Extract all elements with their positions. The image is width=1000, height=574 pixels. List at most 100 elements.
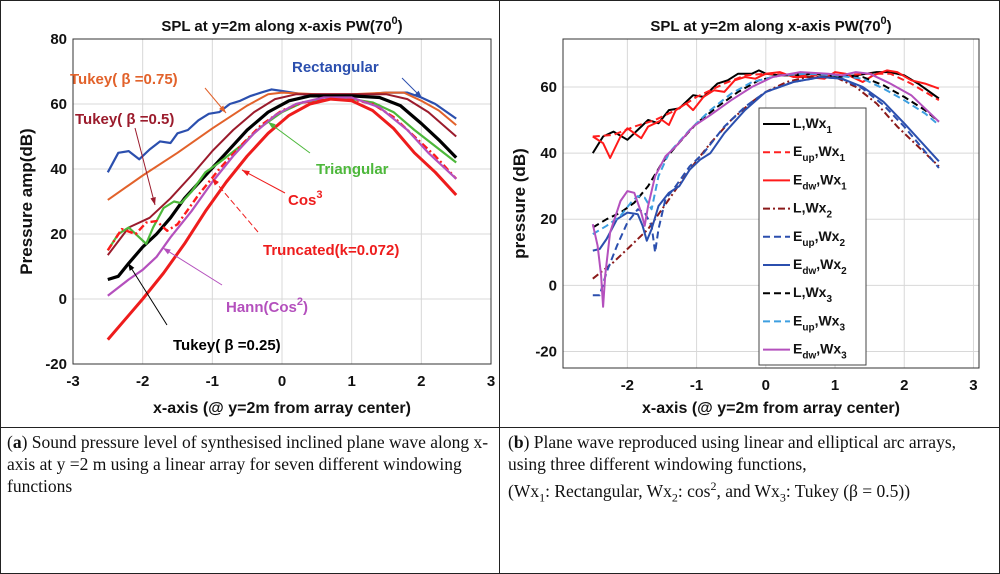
legend-index: 3 (839, 322, 845, 333)
legend-base: E (793, 256, 802, 272)
annotation-arrow-line (267, 121, 311, 154)
annotation-arrow-line (134, 127, 156, 206)
caption-a-text: Sound pressure level of synthesised incl… (7, 432, 489, 496)
arrowhead-icon (219, 105, 226, 113)
arrowhead-icon (268, 122, 276, 129)
series-line-1 (592, 72, 940, 138)
annotation-sup: 3 (316, 189, 322, 201)
x-tick-label: -1 (690, 377, 703, 394)
legend-entry: Eup,Wx3 (793, 312, 845, 333)
annotation-arrow-line (162, 247, 223, 286)
legend-base: E (793, 171, 802, 187)
legend-entry: Eup,Wx1 (793, 143, 845, 164)
annotation-sup: 2 (297, 296, 303, 308)
arrowhead-icon (212, 178, 219, 186)
legend-tail: ,Wx (802, 284, 827, 300)
series-line-6 (592, 72, 940, 229)
series-line-3 (107, 94, 458, 282)
series-line-2 (107, 93, 457, 256)
caption-b-part: , and Wx (716, 480, 780, 501)
y-tick-label: 0 (549, 277, 557, 294)
annotation-text: Hann(Cos (226, 299, 297, 316)
y-tick-label: 80 (50, 31, 67, 48)
legend-sub: up (802, 238, 814, 249)
caption-divider (0, 427, 1000, 428)
x-tick-label: -1 (206, 373, 219, 390)
caption-b-label: b (513, 432, 524, 452)
legend-index: 3 (841, 351, 847, 362)
y-tick-label: 60 (540, 79, 557, 96)
legend-entry: L,Wx2 (793, 200, 832, 221)
y-tick-label: -20 (535, 343, 557, 360)
chart-title: SPL at y=2m along x-axis PW(700) (650, 15, 891, 35)
y-tick-label: 40 (50, 161, 67, 178)
caption-b-sub: 1 (539, 490, 546, 505)
legend-index: 2 (841, 266, 847, 277)
x-tick-label: 1 (347, 373, 355, 390)
legend-index: 2 (839, 238, 845, 249)
legend-index: 1 (841, 181, 847, 192)
title-end: ) (398, 18, 403, 35)
annotation-label: Tukey( β =0.75) (70, 71, 178, 88)
legend-tail: ,Wx (816, 171, 841, 187)
column-divider (499, 0, 500, 574)
legend-entry: Eup,Wx2 (793, 228, 845, 249)
x-tick-label: 1 (831, 377, 839, 394)
legend-entry: Edw,Wx2 (793, 256, 847, 277)
y-axis-label: Pressure amp(dB) (17, 128, 36, 274)
caption-b: (b) Plane wave reproduced using linear a… (508, 432, 957, 505)
annotation-label: Triangular (316, 161, 389, 178)
annotation-text: Tukey( β =0.25) (173, 337, 281, 354)
legend-base: L (793, 115, 802, 131)
y-tick-label: 20 (540, 211, 557, 228)
caption-b-sup: 2 (710, 479, 717, 493)
title-end: ) (887, 18, 892, 35)
series-line-7 (592, 72, 940, 235)
annotation-end: ) (303, 299, 308, 316)
annotation-text: Tukey( β =0.75) (70, 71, 178, 88)
legend-base: E (793, 228, 802, 244)
series-line-8 (591, 71, 940, 308)
y-tick-label: 20 (50, 226, 67, 243)
title-main: SPL at y=2m along x-axis PW(70 (650, 18, 880, 35)
y-tick-label: 0 (59, 291, 67, 308)
arrowhead-icon (414, 90, 422, 98)
legend-base: E (793, 143, 802, 159)
legend-tail: ,Wx (815, 228, 840, 244)
annotation-label: Truncated(k=0.072) (263, 242, 399, 259)
annotation-arrow-line (241, 169, 286, 194)
annotation-label: Cos3 (288, 189, 322, 209)
x-tick-label: 0 (762, 377, 770, 394)
x-tick-label: 2 (417, 373, 425, 390)
arrowhead-icon (150, 197, 156, 205)
caption-a: (a) Sound pressure level of synthesised … (7, 432, 489, 496)
legend-base: L (793, 200, 802, 216)
annotation-text: Triangular (316, 161, 389, 178)
legend-tail: ,Wx (816, 256, 841, 272)
series-line-5 (592, 76, 940, 252)
legend-sub: dw (802, 351, 816, 362)
series-line-6 (107, 96, 457, 297)
title-sup: 0 (881, 15, 887, 27)
arrowhead-icon (242, 170, 250, 176)
annotation-text: Tukey( β =0.5) (75, 111, 174, 128)
legend: L,Wx1Eup,Wx1Edw,Wx1L,Wx2Eup,Wx2Edw,Wx2L,… (758, 107, 867, 366)
caption-b-sub: 3 (779, 490, 786, 505)
annotation-label: Rectangular (292, 59, 379, 76)
annotation-text: Truncated(k=0.072) (263, 242, 399, 259)
y-tick-label: 60 (50, 96, 67, 113)
legend-index: 1 (826, 125, 832, 136)
x-tick-label: -3 (66, 373, 79, 390)
y-tick-label: 40 (540, 145, 557, 162)
annotation-label: Hann(Cos2) (226, 296, 308, 316)
x-tick-label: 3 (969, 377, 977, 394)
annotation-label: Tukey( β =0.5) (75, 111, 174, 128)
chart-title: SPL at y=2m along x-axis PW(700) (161, 15, 402, 35)
legend-sub: dw (802, 266, 816, 277)
legend-sub: up (802, 153, 814, 164)
x-tick-label: 3 (487, 373, 495, 390)
x-axis-label: x-axis (@ y=2m from array center) (642, 400, 900, 417)
x-axis-label: x-axis (@ y=2m from array center) (153, 400, 411, 417)
caption-b-part: : cos (677, 480, 711, 501)
